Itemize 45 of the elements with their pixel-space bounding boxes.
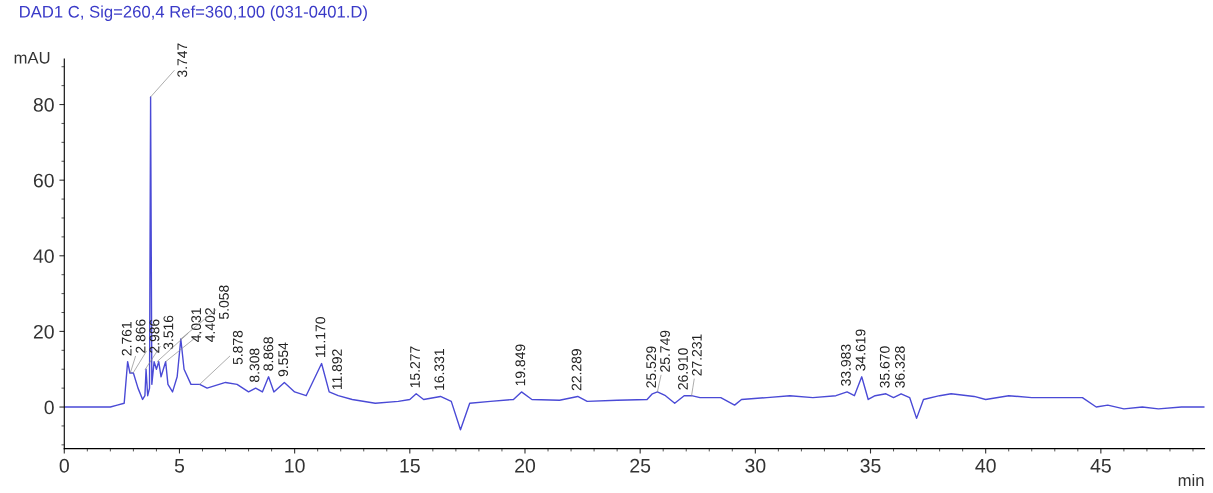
annotation: 2.761 — [121, 322, 132, 356]
annotation: 25.749 — [660, 330, 670, 372]
annotation: 4.031 — [191, 308, 202, 342]
x-tick-label: 15 — [400, 459, 420, 473]
annotation: 5.878 — [232, 330, 243, 365]
x-tick-label: 10 — [285, 458, 305, 473]
y-axis-title: mAU — [14, 52, 50, 64]
x-tick-label: 35 — [860, 458, 881, 473]
y-tick-label: 0 — [44, 400, 54, 415]
x-tick-label: 30 — [745, 458, 766, 473]
y-tick-label: 60 — [33, 173, 54, 188]
x-tick-label: 45 — [1090, 459, 1111, 473]
annotation: 34.619 — [855, 329, 866, 371]
annotation: 11.170 — [315, 317, 326, 357]
annotation: 2.866 — [135, 319, 146, 353]
annotation: 22.289 — [571, 349, 582, 391]
annotation: 8.308 — [249, 348, 260, 382]
x-tick-label: 25 — [630, 458, 651, 473]
annotation: 19.849 — [515, 344, 526, 386]
annotation: 36.328 — [894, 346, 905, 388]
y-tick-label: 20 — [33, 324, 54, 339]
annotation: 26.910 — [678, 348, 688, 390]
annotation: 27.231 — [691, 334, 702, 376]
annotation: 5.058 — [219, 285, 229, 319]
annotation: 33.983 — [840, 344, 851, 386]
annotation: 3.747 — [177, 43, 188, 77]
x-axis-title: min — [1178, 473, 1204, 487]
x-tick-label: 5 — [174, 459, 185, 473]
annotation: 2.986 — [149, 319, 160, 353]
annotation: 15.277 — [410, 346, 420, 388]
y-tick-label: 40 — [33, 249, 54, 264]
line-series — [64, 96, 1205, 431]
annotation: 35.670 — [879, 346, 890, 388]
y-tick-label: 80 — [33, 98, 54, 112]
annotation: 16.331 — [434, 349, 445, 390]
annotation: 4.402 — [205, 308, 215, 342]
annotation: 8.868 — [263, 337, 274, 371]
x-tick-label: 0 — [59, 458, 69, 473]
annotation: 25.529 — [646, 346, 657, 388]
x-tick-label: 20 — [515, 458, 536, 473]
annotation: 9.554 — [278, 342, 289, 377]
annotation: 3.516 — [163, 315, 174, 350]
annotation: 11.892 — [332, 349, 342, 390]
chart-title: DAD1 C, Sig=260,4 Ref=360,100 (031-0401.D) — [20, 5, 367, 21]
x-tick-label: 40 — [975, 458, 996, 473]
